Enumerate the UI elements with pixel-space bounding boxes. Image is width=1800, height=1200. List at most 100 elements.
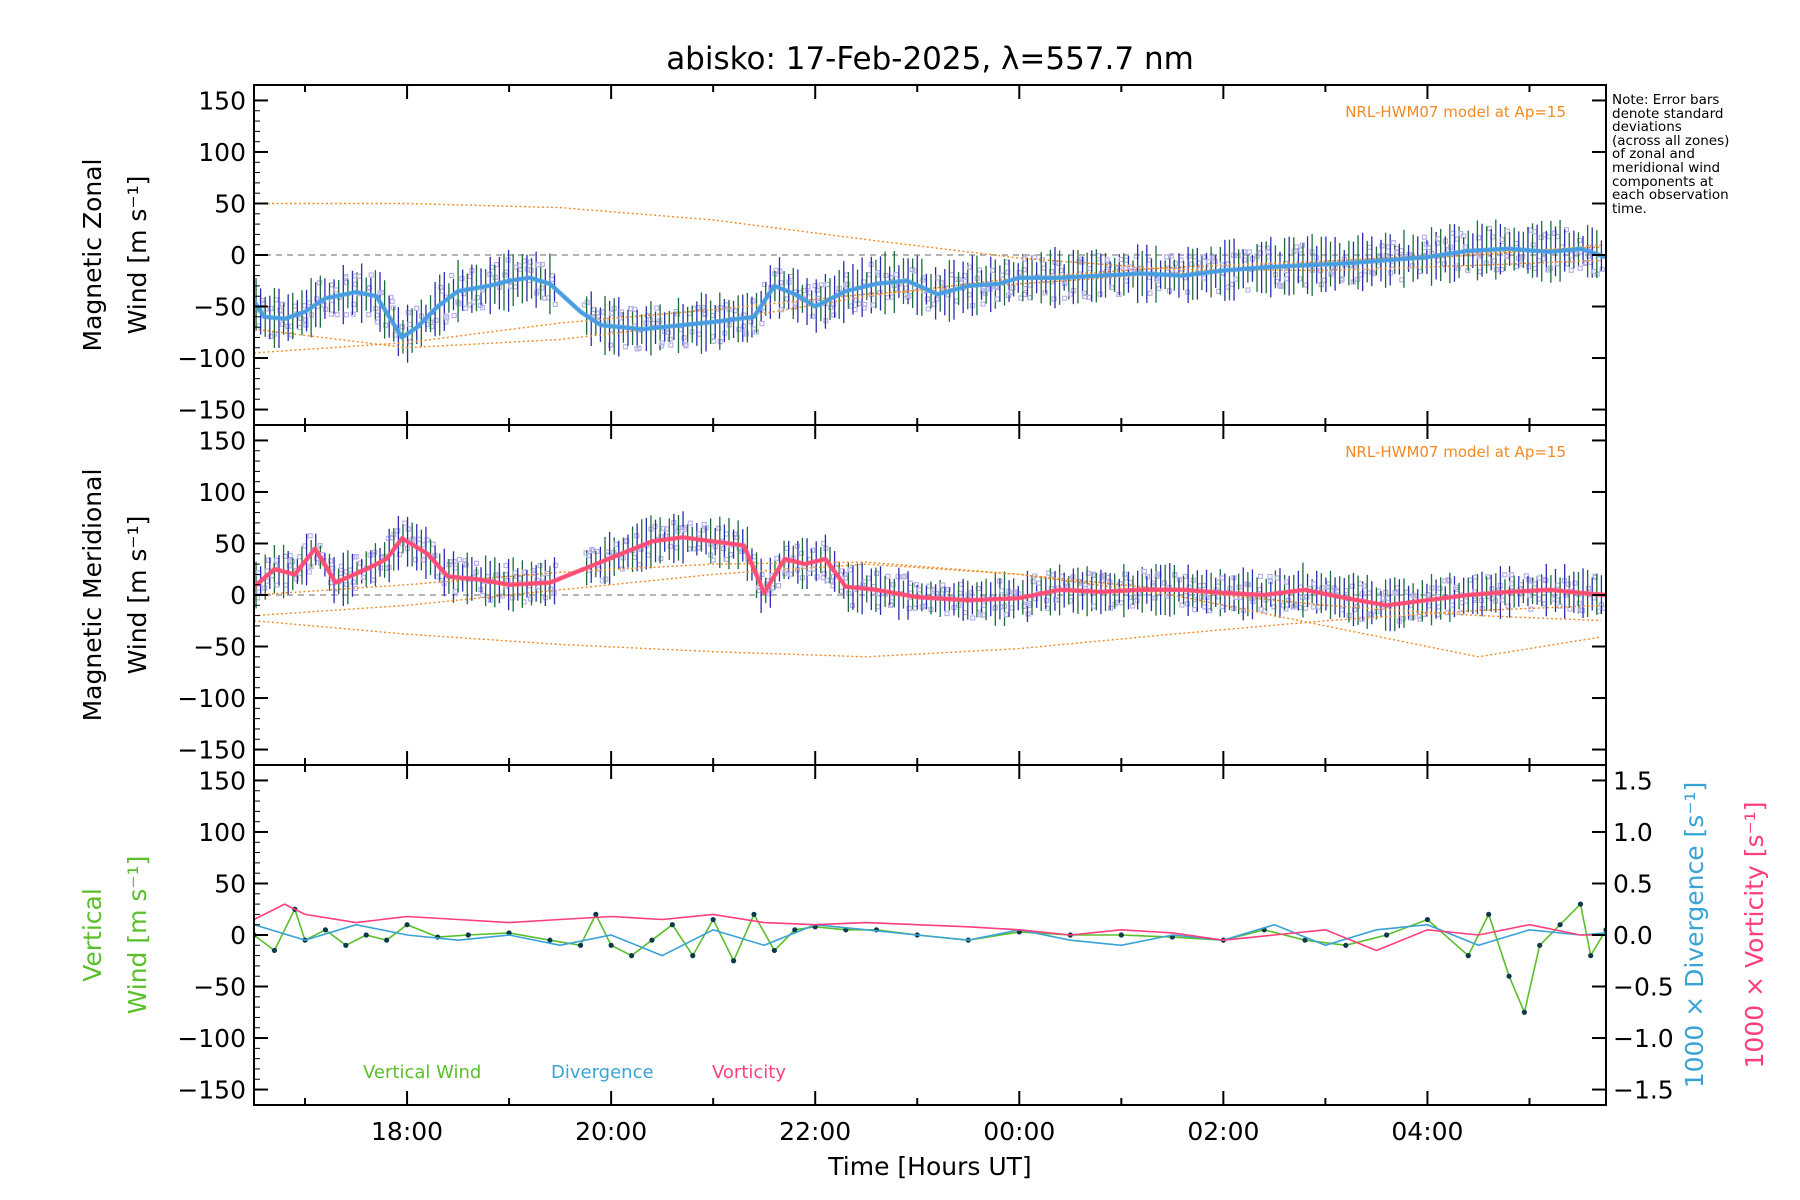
scatter-point: [494, 261, 500, 268]
scatter-point: [710, 557, 716, 563]
scatter-point: [814, 287, 820, 294]
scatter-point: [286, 563, 292, 569]
scatter-point: [917, 587, 923, 593]
scatter-point: [1081, 290, 1087, 297]
scatter-point: [298, 315, 304, 322]
scatter-point: [1499, 236, 1505, 243]
scatter-point: [788, 273, 794, 280]
vertical-wind-point: [363, 932, 369, 938]
y-tick-label: 100: [198, 138, 246, 167]
scatter-point: [1257, 250, 1264, 257]
model-annotation: NRL-HWM07 model at Ap=15: [1345, 103, 1566, 121]
scatter-point: [913, 582, 920, 588]
scatter-point: [748, 319, 754, 325]
scatter-point: [1003, 612, 1009, 618]
scatter-point: [920, 277, 926, 283]
scatter-point: [333, 590, 340, 596]
scatter-point: [659, 340, 665, 346]
scatter-point: [1233, 276, 1239, 282]
scatter-point: [277, 307, 283, 313]
legend-entry: Divergence: [551, 1062, 654, 1083]
scatter-point: [512, 570, 519, 576]
scatter-point: [1421, 234, 1428, 240]
vertical-wind-point: [1343, 942, 1349, 948]
y-axis-label-line2: Wind [m s⁻¹]: [123, 176, 152, 335]
scatter-point: [1101, 572, 1107, 578]
x-axis-label: Time [Hours UT]: [827, 1152, 1031, 1181]
scatter-point: [1043, 597, 1050, 604]
scatter-point: [1104, 257, 1110, 263]
scatter-point: [512, 284, 519, 290]
scatter-point: [717, 305, 724, 311]
vertical-wind-point: [271, 947, 278, 954]
scatter-point: [328, 311, 335, 317]
scatter-point: [814, 574, 820, 580]
scatter-point: [367, 552, 373, 558]
vertical-wind-point: [608, 942, 614, 948]
scatter-point: [273, 557, 279, 563]
model-curve: [254, 563, 1602, 658]
note-line: time.: [1612, 200, 1647, 217]
scatter-point: [1504, 228, 1510, 234]
scatter-point: [1426, 593, 1432, 599]
y-tick-label: −50: [193, 293, 246, 322]
scatter-point: [681, 335, 687, 341]
scatter-point: [307, 533, 313, 539]
scatter-point: [885, 573, 891, 579]
scatter-point: [1316, 604, 1322, 610]
scatter-point: [962, 278, 968, 284]
scatter-point: [1086, 294, 1092, 300]
y2-tick-label: 0.0: [1613, 921, 1653, 950]
scatter-point: [702, 311, 708, 317]
scatter-point: [1141, 568, 1148, 574]
scatter-point: [1016, 270, 1022, 276]
scatter-point: [734, 534, 740, 540]
scatter-point: [962, 610, 968, 616]
scatter-point: [1274, 575, 1281, 581]
scatter-point: [874, 570, 880, 577]
vertical-wind-point: [771, 947, 777, 954]
scatter-point: [966, 264, 973, 270]
scatter-point: [665, 330, 671, 336]
vertical-wind-point: [1588, 953, 1594, 959]
chart-title: abisko: 17-Feb-2025, λ=557.7 nm: [666, 41, 1194, 77]
scatter-point: [1245, 287, 1251, 293]
scatter-point: [1390, 240, 1396, 246]
scatter-point: [1283, 579, 1290, 585]
scatter-point: [1264, 245, 1271, 251]
scatter-point: [414, 305, 420, 311]
scatter-point: [328, 558, 334, 564]
scatter-point: [687, 520, 693, 526]
scatter-point: [723, 531, 730, 537]
scatter-point: [596, 566, 602, 572]
scatter-point: [463, 562, 469, 568]
scatter-point: [1526, 576, 1532, 583]
scatter-point: [1085, 570, 1091, 576]
scatter-point: [1244, 581, 1250, 587]
error-bar-note: Note: Error bars denote standard deviati…: [1612, 93, 1792, 217]
scatter-point: [1010, 284, 1016, 291]
scatter-point: [800, 287, 807, 294]
scatter-point: [292, 303, 298, 309]
scatter-point: [449, 272, 455, 279]
model-annotation: NRL-HWM07 model at Ap=15: [1345, 443, 1566, 461]
x-tick-label: 20:00: [575, 1117, 647, 1146]
scatter-point: [994, 296, 1001, 302]
scatter-point: [1568, 267, 1574, 273]
scatter-point: [948, 272, 955, 278]
y2-tick-label: −0.5: [1613, 973, 1674, 1002]
scatter-point: [809, 313, 816, 320]
scatter-point: [539, 261, 545, 268]
scatter-point: [628, 306, 634, 312]
scatter-point: [1551, 230, 1558, 236]
note-line: deviations: [1612, 119, 1682, 136]
wind-fit-curve: [254, 246, 1606, 340]
vertical-wind-point: [1465, 953, 1471, 959]
scatter-point: [590, 548, 596, 554]
vertical-wind-point: [465, 932, 471, 938]
scatter-point: [654, 305, 660, 311]
scatter-point: [350, 579, 356, 585]
scatter-point: [1416, 613, 1423, 619]
scatter-point: [1385, 595, 1391, 601]
y-tick-label: −100: [177, 1024, 246, 1053]
